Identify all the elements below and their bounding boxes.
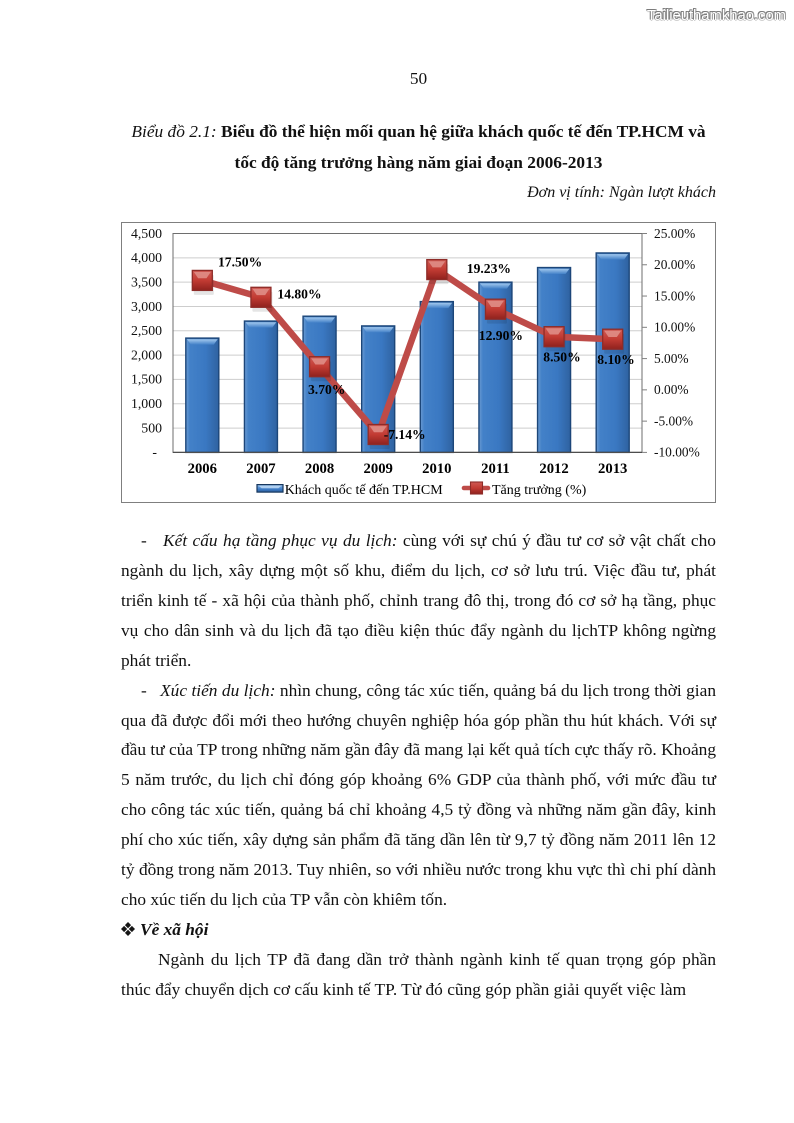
svg-text:19.23%: 19.23%: [467, 261, 511, 276]
svg-text:3.70%: 3.70%: [308, 382, 345, 397]
svg-text:8.10%: 8.10%: [597, 352, 634, 367]
svg-text:Khách quốc tế đến TP.HCM: Khách quốc tế đến TP.HCM: [285, 483, 444, 498]
svg-text:Tăng trưởng (%): Tăng trưởng (%): [492, 483, 587, 498]
svg-text:4,000: 4,000: [131, 250, 162, 265]
svg-text:20.00%: 20.00%: [654, 257, 695, 272]
svg-text:10.00%: 10.00%: [654, 320, 695, 335]
svg-text:5.00%: 5.00%: [654, 351, 689, 366]
svg-text:500: 500: [141, 420, 162, 435]
svg-text:2,000: 2,000: [131, 347, 162, 362]
svg-text:17.50%: 17.50%: [218, 255, 262, 270]
svg-text:2011: 2011: [481, 461, 510, 477]
svg-text:2012: 2012: [539, 461, 568, 477]
svg-text:-7.14%: -7.14%: [384, 427, 426, 442]
svg-text:3,500: 3,500: [131, 274, 162, 289]
svg-text:15.00%: 15.00%: [654, 288, 695, 303]
svg-text:-: -: [152, 445, 157, 460]
svg-text:1,000: 1,000: [131, 396, 162, 411]
svg-text:4,500: 4,500: [131, 226, 162, 241]
svg-text:14.80%: 14.80%: [277, 287, 321, 302]
svg-text:-5.00%: -5.00%: [654, 413, 693, 428]
svg-text:1,500: 1,500: [131, 372, 162, 387]
svg-text:2008: 2008: [305, 461, 334, 477]
svg-text:2010: 2010: [422, 461, 451, 477]
svg-text:2013: 2013: [598, 461, 627, 477]
svg-text:0.00%: 0.00%: [654, 382, 689, 397]
svg-text:2,500: 2,500: [131, 323, 162, 338]
svg-text:3,000: 3,000: [131, 299, 162, 314]
svg-text:8.50%: 8.50%: [543, 350, 580, 365]
svg-text:25.00%: 25.00%: [654, 226, 695, 241]
svg-text:2007: 2007: [246, 461, 275, 477]
svg-text:12.90%: 12.90%: [479, 328, 523, 343]
svg-text:-10.00%: -10.00%: [654, 445, 700, 460]
svg-text:2006: 2006: [188, 461, 217, 477]
svg-text:2009: 2009: [364, 461, 393, 477]
